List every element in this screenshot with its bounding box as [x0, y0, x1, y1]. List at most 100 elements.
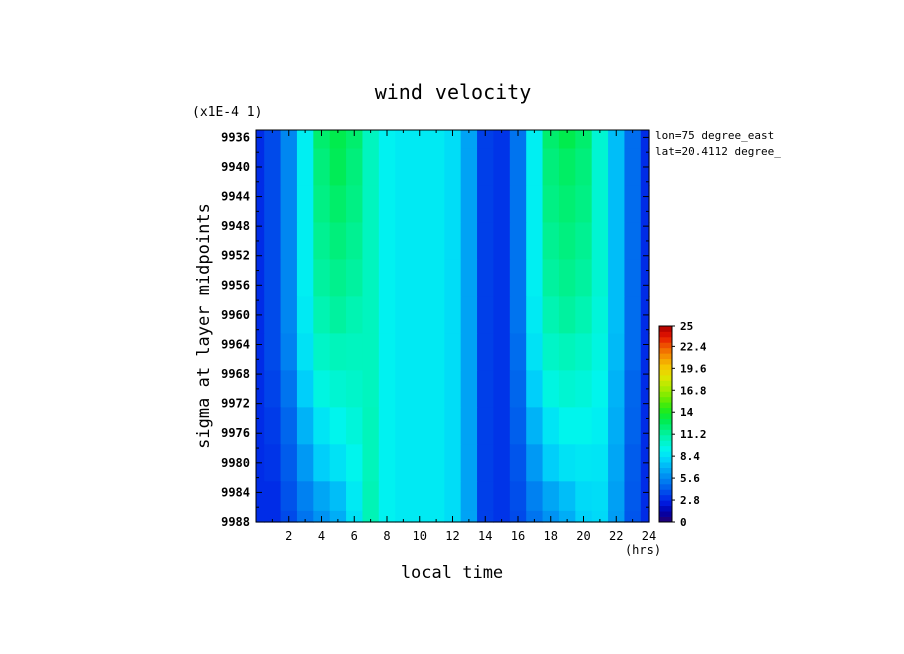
heatmap-cell — [526, 333, 544, 371]
heatmap-cell — [280, 222, 298, 261]
heatmap-cell — [493, 222, 511, 261]
heatmap-cell — [256, 481, 265, 512]
y-tick-label: 9984 — [221, 485, 250, 499]
heatmap-cell — [460, 222, 478, 261]
heatmap-cell — [558, 407, 576, 445]
heatmap-cell — [558, 222, 576, 261]
colorbar-swatch — [659, 505, 672, 512]
colorbar-swatch — [659, 336, 672, 343]
heatmap-cell — [329, 407, 347, 445]
heatmap-field — [256, 130, 650, 523]
heatmap-cell — [460, 370, 478, 408]
colorbar-tick-label: 25 — [680, 320, 693, 333]
heatmap-cell — [444, 185, 462, 224]
heatmap-cell — [313, 370, 331, 408]
heatmap-cell — [608, 444, 626, 482]
colorbar-swatch — [659, 500, 672, 507]
heatmap-cell — [378, 370, 396, 408]
heatmap-cell — [493, 185, 511, 224]
heatmap-cell — [329, 185, 347, 224]
heatmap-cell — [280, 333, 298, 371]
heatmap-cell — [378, 481, 396, 512]
heatmap-cell — [427, 510, 445, 523]
heatmap-cell — [558, 259, 576, 298]
heatmap-cell — [362, 370, 380, 408]
colorbar-swatch — [659, 478, 672, 485]
colorbar-swatch — [659, 347, 672, 354]
heatmap-cell — [296, 444, 314, 482]
heatmap-cell — [460, 296, 478, 334]
heatmap-cell — [558, 481, 576, 512]
heatmap-cell — [624, 333, 642, 371]
heatmap-cell — [509, 259, 527, 298]
heatmap-cell — [395, 370, 413, 408]
y-axis: 9936 9940 9944 9948 9952 9956 9960 9964 9968 9972… — [221, 130, 649, 529]
heatmap-cell — [640, 222, 650, 261]
heatmap-cell — [256, 407, 265, 445]
heatmap-cell — [608, 333, 626, 371]
heatmap-cell — [411, 481, 429, 512]
heatmap-cell — [256, 370, 265, 408]
y-tick-label: 9940 — [221, 160, 250, 174]
heatmap-cell — [444, 407, 462, 445]
colorbar-swatch — [659, 353, 672, 360]
heatmap-cell — [395, 222, 413, 261]
x-tick-label: 22 — [609, 529, 623, 543]
heatmap-cell — [395, 481, 413, 512]
heatmap-cell — [509, 407, 527, 445]
heatmap-cell — [296, 130, 314, 150]
heatmap-cell — [444, 148, 462, 187]
heatmap-cell — [575, 296, 593, 334]
heatmap-cell — [542, 481, 560, 512]
heatmap-cell — [608, 481, 626, 512]
heatmap-cell — [591, 333, 609, 371]
heatmap-cell — [362, 130, 380, 150]
heatmap-cell — [558, 296, 576, 334]
heatmap-cell — [640, 333, 650, 371]
heatmap-cell — [477, 407, 495, 445]
heatmap-cell — [526, 510, 544, 523]
heatmap-cell — [575, 481, 593, 512]
y-tick-label: 9988 — [221, 515, 250, 529]
heatmap-cell — [427, 130, 445, 150]
colorbar-swatch — [659, 375, 672, 381]
heatmap-cell — [346, 130, 364, 150]
heatmap-cell — [280, 481, 298, 512]
heatmap-cell — [313, 407, 331, 445]
heatmap-cell — [624, 130, 642, 150]
heatmap-cell — [264, 148, 282, 187]
y-tick-label: 9952 — [221, 249, 250, 263]
x-tick-label: 24 — [642, 529, 656, 543]
heatmap-cell — [608, 296, 626, 334]
heatmap-cell — [313, 444, 331, 482]
heatmap-cell — [378, 148, 396, 187]
heatmap-cell — [264, 370, 282, 408]
heatmap-cell — [509, 481, 527, 512]
heatmap-cell — [256, 185, 265, 224]
colorbar-tick-label: 0 — [680, 516, 687, 529]
heatmap-cell — [264, 296, 282, 334]
heatmap-cell — [329, 444, 347, 482]
heatmap-cell — [395, 259, 413, 298]
heatmap-cell — [313, 222, 331, 261]
x-tick-label: 10 — [413, 529, 427, 543]
heatmap-cell — [395, 333, 413, 371]
colorbar-swatch — [659, 342, 672, 349]
heatmap-cell — [329, 222, 347, 261]
y-tick-label: 9968 — [221, 367, 250, 381]
heatmap-cell — [411, 222, 429, 261]
colorbar-swatch — [659, 467, 672, 474]
heatmap-cell — [460, 259, 478, 298]
heatmap-cell — [591, 370, 609, 408]
heatmap-cell — [362, 185, 380, 224]
heatmap-cell — [509, 296, 527, 334]
heatmap-cell — [280, 130, 298, 150]
heatmap-cell — [460, 130, 478, 150]
heatmap-cell — [558, 148, 576, 187]
heatmap-cell — [313, 296, 331, 334]
heatmap-cell — [378, 407, 396, 445]
heatmap-cell — [624, 481, 642, 512]
heatmap-cell — [591, 481, 609, 512]
heatmap-cell — [526, 259, 544, 298]
